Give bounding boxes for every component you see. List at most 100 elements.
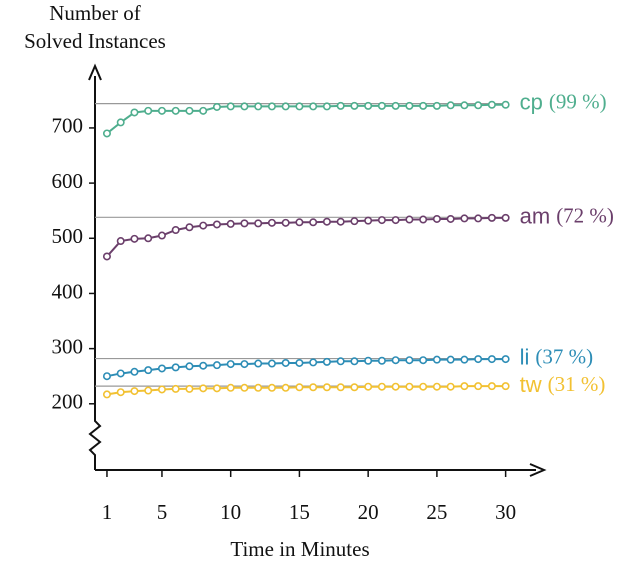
data-point — [350, 357, 359, 366]
y-tick-label: 200 — [52, 390, 84, 414]
series-share: (99 %) — [549, 89, 607, 113]
data-point — [460, 101, 469, 110]
series-line — [106, 216, 506, 258]
data-point — [157, 385, 166, 394]
y-axis-label-line: Number of — [49, 1, 141, 25]
data-point — [254, 359, 263, 368]
data-point — [336, 101, 345, 110]
series-line — [106, 358, 506, 378]
data-point — [212, 361, 221, 370]
series-name: am — [520, 203, 551, 228]
x-tick-label: 20 — [358, 500, 379, 524]
data-point — [226, 383, 235, 392]
series-share: (31 %) — [548, 372, 606, 396]
data-point — [281, 383, 290, 392]
data-point — [487, 382, 496, 391]
data-point — [130, 108, 139, 117]
data-point — [185, 223, 194, 232]
data-point — [295, 358, 304, 367]
data-point — [309, 358, 318, 367]
data-point — [171, 384, 180, 393]
data-point — [391, 216, 400, 225]
data-point — [254, 383, 263, 392]
data-point — [116, 237, 125, 246]
data-point — [102, 252, 111, 261]
data-point — [240, 383, 249, 392]
data-point — [336, 217, 345, 226]
data-point — [281, 358, 290, 367]
data-point — [185, 106, 194, 115]
data-point — [157, 231, 166, 240]
data-point — [309, 218, 318, 227]
data-point — [295, 218, 304, 227]
data-point — [281, 218, 290, 227]
data-point — [322, 217, 331, 226]
data-point — [419, 215, 428, 224]
data-point — [446, 355, 455, 364]
data-point — [419, 356, 428, 365]
series-share: (37 %) — [535, 344, 593, 368]
data-point — [432, 214, 441, 223]
data-point — [446, 382, 455, 391]
data-point — [487, 355, 496, 364]
data-point — [144, 366, 153, 375]
data-point — [446, 101, 455, 110]
data-point — [240, 360, 249, 369]
data-point — [185, 362, 194, 371]
data-point — [171, 226, 180, 235]
data-point — [432, 355, 441, 364]
y-axis-label-line: Solved Instances — [24, 29, 166, 53]
data-point — [501, 100, 510, 109]
series-line — [106, 103, 506, 135]
data-point — [391, 356, 400, 365]
data-point — [199, 361, 208, 370]
data-point — [322, 357, 331, 366]
x-axis-arrow — [529, 463, 547, 477]
y-tick-label: 500 — [52, 224, 84, 248]
data-point — [350, 101, 359, 110]
data-point — [364, 382, 373, 391]
data-point — [432, 101, 441, 110]
y-axis-arrow — [88, 63, 102, 81]
data-point — [267, 359, 276, 368]
data-point — [212, 220, 221, 229]
data-point — [226, 219, 235, 228]
data-point — [419, 101, 428, 110]
data-point — [116, 118, 125, 127]
data-point — [419, 382, 428, 391]
data-point — [487, 100, 496, 109]
data-point — [377, 216, 386, 225]
x-tick-label: 10 — [220, 500, 241, 524]
data-point — [281, 102, 290, 111]
series-name: cp — [520, 89, 543, 114]
data-point — [474, 101, 483, 110]
x-tick-label: 15 — [289, 500, 310, 524]
data-point — [501, 213, 510, 222]
data-point — [102, 129, 111, 138]
data-point — [144, 386, 153, 395]
data-point — [130, 367, 139, 376]
data-point — [446, 214, 455, 223]
data-point — [309, 102, 318, 111]
data-point — [460, 355, 469, 364]
data-point — [199, 221, 208, 230]
data-point — [364, 216, 373, 225]
data-point — [405, 101, 414, 110]
data-point — [336, 383, 345, 392]
data-point — [240, 102, 249, 111]
data-point — [501, 355, 510, 364]
data-point — [460, 214, 469, 223]
data-point — [199, 384, 208, 393]
data-point — [254, 219, 263, 228]
data-point — [226, 360, 235, 369]
data-point — [157, 106, 166, 115]
y-tick-label: 300 — [52, 334, 84, 358]
data-point — [157, 364, 166, 373]
data-point — [474, 355, 483, 364]
data-point — [199, 106, 208, 115]
data-point — [405, 382, 414, 391]
series-share: (72 %) — [556, 203, 614, 227]
data-point — [254, 102, 263, 111]
data-point — [185, 384, 194, 393]
data-point — [364, 356, 373, 365]
